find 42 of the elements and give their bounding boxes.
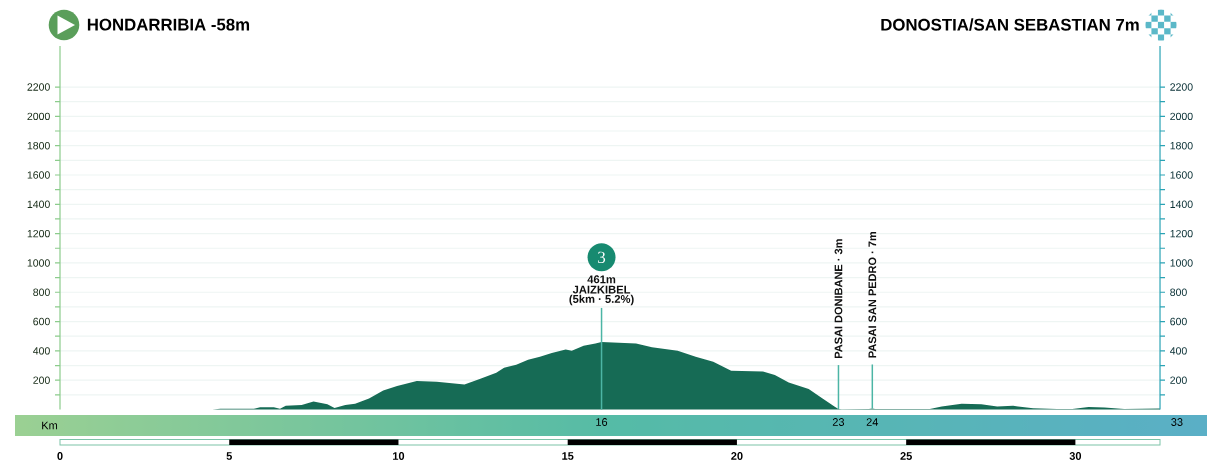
annotation: 461m (587, 275, 616, 284)
x2-axis-title: Km (42, 421, 58, 430)
y2-tick-label: 400 (1169, 347, 1187, 355)
y2-tick-label: 600 (1170, 317, 1187, 326)
y-tick-label: 600 (33, 317, 50, 326)
y-tick-label: 2000 (27, 112, 50, 121)
annotation: (5km · 5.2%) (569, 294, 634, 306)
y-tick-label: 200 (33, 376, 50, 384)
y-tick-label: 1000 (27, 259, 50, 267)
x-tick-label: 10 (393, 452, 405, 460)
x-tick-label: 30 (1069, 452, 1082, 460)
y2-tick-label: 2200 (1170, 83, 1193, 91)
chart-subtitle: DONOSTIA/SAN SEBASTIAN 7m (881, 18, 1139, 31)
y-tick-label: 1800 (27, 141, 50, 150)
y2-tick-label: 2000 (1170, 112, 1193, 121)
x2-tick-label: 23 (832, 418, 845, 426)
annotation: PASAI DONIBANE · 3m (834, 239, 843, 359)
x2-tick-label: 33 (1171, 418, 1183, 426)
x-tick-label: 5 (226, 452, 232, 460)
y-tick-label: 1400 (27, 200, 50, 209)
y2-tick-label: 1600 (1170, 171, 1193, 179)
y2-tick-label: 1000 (1170, 259, 1193, 267)
x-tick-label: 20 (731, 452, 743, 460)
annotation: PASAI SAN PEDRO · 7m (868, 231, 877, 358)
y2-tick-label: 200 (1170, 376, 1187, 384)
x-tick-label: 0 (57, 452, 63, 460)
x2-tick-label: 16 (596, 418, 608, 426)
y2-tick-label: 1200 (1170, 229, 1193, 238)
y2-tick-label: 1800 (1170, 141, 1193, 150)
annotation: 3 (598, 251, 606, 264)
y-tick-label: 1200 (27, 229, 50, 238)
x2-tick-label: 24 (866, 418, 879, 426)
chart-title: HONDARRIBIA -58m (87, 18, 250, 31)
y-tick-label: 800 (33, 288, 50, 296)
y2-tick-label: 1400 (1170, 200, 1193, 209)
annotation: JAIZKIBEL (572, 285, 631, 294)
x-tick-label: 15 (562, 452, 574, 460)
y-tick-label: 400 (33, 347, 50, 355)
x-tick-label: 25 (900, 452, 912, 460)
y-tick-label: 2200 (27, 83, 50, 91)
y-tick-label: 1600 (27, 171, 50, 179)
y2-tick-label: 800 (1170, 288, 1187, 296)
